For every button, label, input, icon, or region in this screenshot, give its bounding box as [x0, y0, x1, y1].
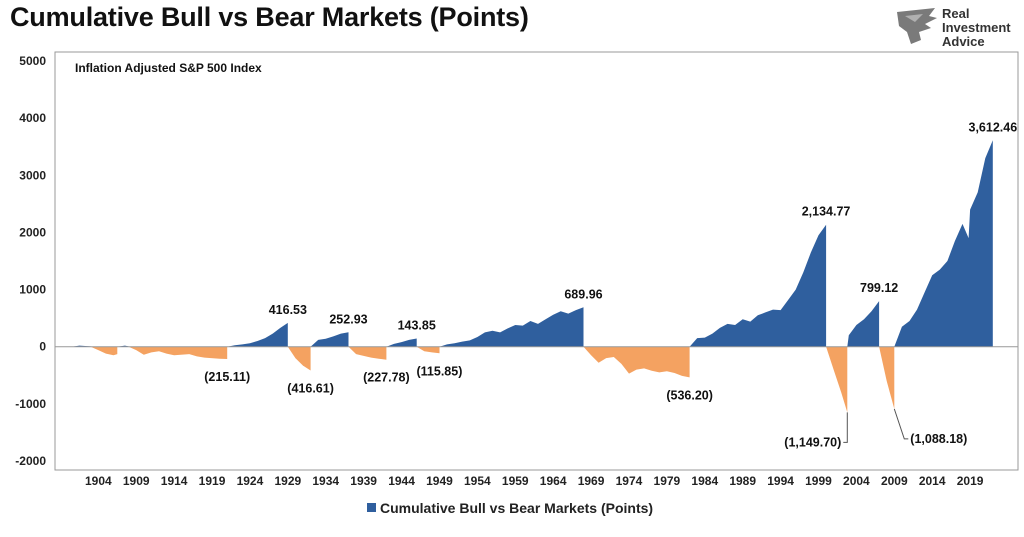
- bull-market-area-8: [386, 338, 417, 347]
- data-label: (416.61): [287, 382, 334, 396]
- bear-market-area-15: [879, 346, 895, 409]
- logo-eagle-icon: [897, 8, 937, 44]
- x-tick-label: 2019: [957, 474, 984, 488]
- y-tick-label: -1000: [15, 397, 46, 411]
- area-series: [71, 140, 993, 413]
- logo-text: Real Investment Advice: [942, 7, 1011, 49]
- x-tick-label: 1949: [426, 474, 453, 488]
- y-tick-label: -2000: [15, 454, 46, 468]
- logo-line-3: Advice: [942, 34, 985, 49]
- x-tick-label: 1959: [502, 474, 529, 488]
- bull-market-area-14: [847, 301, 880, 347]
- logo-line-2: Investment: [942, 20, 1011, 35]
- y-tick-label: 2000: [19, 225, 46, 239]
- bear-market-area-13: [826, 346, 848, 413]
- data-label: 689.96: [564, 287, 602, 301]
- plot-frame: [54, 51, 1019, 471]
- x-tick-label: 1934: [312, 474, 339, 488]
- x-tick-label: 1999: [805, 474, 832, 488]
- chart-subtitle: Inflation Adjusted S&P 500 Index: [75, 61, 262, 75]
- x-tick-label: 1984: [691, 474, 718, 488]
- data-label: 252.93: [329, 312, 367, 326]
- x-axis: 1904 1909 1914 1919 1924 1929 1934 1939 1944 1949…: [85, 474, 984, 488]
- legend: Cumulative Bull vs Bear Markets (Points): [367, 500, 653, 516]
- y-tick-label: 5000: [19, 54, 46, 68]
- x-tick-label: 2009: [881, 474, 908, 488]
- x-tick-label: 1994: [767, 474, 794, 488]
- x-tick-label: 1974: [616, 474, 643, 488]
- bear-market-area-3: [128, 346, 228, 359]
- x-tick-label: 1919: [199, 474, 226, 488]
- bull-market-area-12: [689, 224, 827, 347]
- data-label: (536.20): [666, 388, 713, 402]
- y-tick-label: 3000: [19, 168, 46, 182]
- x-tick-label: 1924: [237, 474, 264, 488]
- data-label: 3,612.46: [969, 120, 1018, 134]
- data-label: (115.85): [417, 364, 463, 378]
- y-tick-label: 0: [39, 340, 46, 354]
- logo-line-1: Real: [942, 6, 970, 21]
- bear-market-area-1: [90, 346, 118, 356]
- leader-line: [843, 412, 848, 443]
- x-tick-label: 1969: [578, 474, 605, 488]
- bull-market-area-16: [894, 140, 993, 347]
- x-tick-label: 1914: [161, 474, 188, 488]
- data-labels: 416.53 (416.61) 252.93 (227.78) 143.85 (115.8…: [204, 120, 1017, 449]
- data-label: (215.11): [204, 370, 250, 384]
- x-tick-label: 1929: [274, 474, 301, 488]
- y-axis: 5000 4000 3000 2000 1000 0 -1000 -2000: [15, 54, 46, 468]
- bear-market-area-7: [348, 346, 387, 360]
- x-tick-label: 2004: [843, 474, 870, 488]
- data-label: (1,088.18): [910, 432, 967, 446]
- bull-market-area-4: [227, 322, 288, 347]
- y-tick-label: 1000: [19, 283, 46, 297]
- x-tick-label: 1944: [388, 474, 415, 488]
- legend-swatch: [367, 503, 376, 512]
- y-tick-label: 4000: [19, 111, 46, 125]
- data-label: 2,134.77: [802, 205, 851, 219]
- x-tick-label: 1989: [729, 474, 756, 488]
- legend-label: Cumulative Bull vs Bear Markets (Points): [380, 500, 653, 516]
- bear-market-area-5: [287, 346, 311, 371]
- x-tick-label: 1939: [350, 474, 377, 488]
- data-label: 416.53: [269, 303, 307, 317]
- data-label: (227.78): [363, 371, 410, 385]
- x-tick-label: 1964: [540, 474, 567, 488]
- data-label: 799.12: [860, 281, 898, 295]
- data-label: (1,149.70): [784, 435, 841, 449]
- x-tick-label: 2014: [919, 474, 946, 488]
- bull-market-area-6: [310, 332, 349, 347]
- bear-market-area-9: [416, 346, 440, 354]
- x-tick-label: 1979: [654, 474, 681, 488]
- bear-market-area-11: [583, 346, 690, 378]
- data-label: 143.85: [398, 318, 436, 332]
- bull-market-area-10: [439, 307, 584, 347]
- x-tick-label: 1904: [85, 474, 112, 488]
- leader-line: [893, 408, 909, 440]
- x-tick-label: 1909: [123, 474, 150, 488]
- chart-title: Cumulative Bull vs Bear Markets (Points): [10, 2, 529, 32]
- x-tick-label: 1954: [464, 474, 491, 488]
